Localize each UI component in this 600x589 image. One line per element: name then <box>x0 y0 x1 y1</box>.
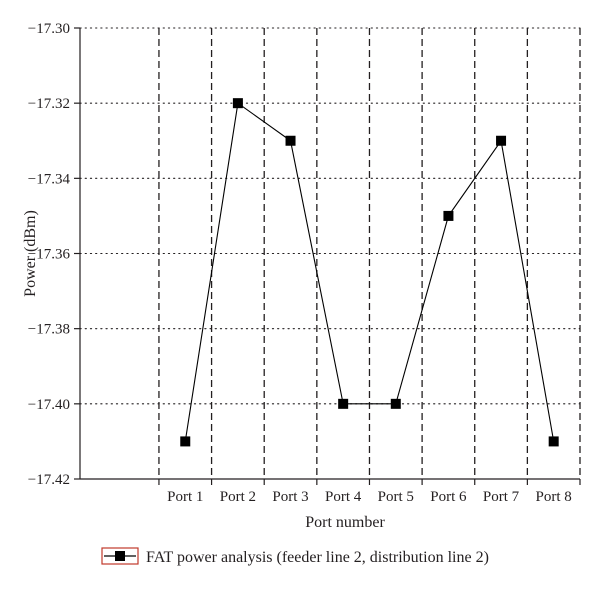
x-tick-label: Port 6 <box>430 489 467 505</box>
x-gridlines <box>158 28 581 479</box>
data-point-marker <box>338 398 349 409</box>
legend-label: FAT power analysis (feeder line 2, distr… <box>146 549 489 566</box>
series-group <box>180 98 559 447</box>
x-tick-label: Port 1 <box>167 489 203 505</box>
data-point-marker <box>232 98 243 109</box>
y-tick-label: −17.30 <box>28 21 70 37</box>
data-point-marker <box>180 436 191 447</box>
legend-swatch-box <box>101 547 139 565</box>
y-tick-labels: −17.30 −17.32 −17.34 −17.36 −17.38 −17.40 −17.… <box>28 21 71 488</box>
y-tick-label: −17.32 <box>28 96 70 112</box>
x-tick-labels: Port 1 Port 2 Port 3 Port 4 Port 5 Port 6 Port… <box>167 489 572 505</box>
y-axis-title: Power (dBm) <box>22 210 39 297</box>
x-tick-label: Port 3 <box>272 489 308 505</box>
x-tick-label: Port 5 <box>378 489 414 505</box>
y-tick-label: −17.38 <box>28 322 70 338</box>
data-point-marker <box>496 135 507 146</box>
x-tick-label: Port 8 <box>536 489 572 505</box>
legend-swatch-marker <box>115 551 125 561</box>
series-line <box>184 102 555 442</box>
y-gridlines <box>79 27 581 405</box>
x-tick-label: Port 4 <box>325 489 362 505</box>
x-tick-label: Port 2 <box>220 489 256 505</box>
axes <box>74 27 581 485</box>
y-tick-label: −17.36 <box>28 247 71 263</box>
data-point-marker <box>548 436 559 447</box>
x-tick-label: Port 7 <box>483 489 520 505</box>
y-tick-label: −17.40 <box>28 397 70 413</box>
data-point-marker <box>390 398 401 409</box>
y-tick-label: −17.34 <box>28 171 71 187</box>
y-tick-label: −17.42 <box>28 472 70 488</box>
data-point-marker <box>443 210 454 221</box>
x-axis-title: Port number <box>305 514 385 531</box>
data-point-marker <box>285 135 296 146</box>
legend: FAT power analysis (feeder line 2, distr… <box>101 547 489 566</box>
